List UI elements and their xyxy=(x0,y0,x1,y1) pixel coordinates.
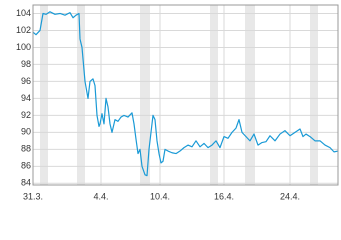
y-tick-label: 92 xyxy=(21,110,31,120)
y-tick-label: 90 xyxy=(21,127,31,137)
plot-frame xyxy=(32,4,339,186)
x-tick-label: 4.4. xyxy=(93,191,108,201)
y-tick-label: 94 xyxy=(21,93,31,103)
y-tick-label: 86 xyxy=(21,161,31,171)
x-tick-label: 31.3. xyxy=(23,191,43,201)
x-tick-label: 10.4. xyxy=(150,191,170,201)
weekend-band xyxy=(210,5,218,185)
y-tick-label: 100 xyxy=(16,42,31,52)
bands xyxy=(40,5,318,185)
y-tick-label: 98 xyxy=(21,59,31,69)
y-tick-label: 84 xyxy=(21,178,31,188)
y-tick-label: 102 xyxy=(16,25,31,35)
x-tick-label: 24.4. xyxy=(280,191,300,201)
chart: 84 86 88 90 92 94 96 98 100 102 104 31.3. 4.4. 10.4. 1… xyxy=(16,4,339,201)
y-tick-label: 104 xyxy=(16,8,31,18)
weekend-band xyxy=(77,5,85,185)
y-tick-label: 88 xyxy=(21,144,31,154)
weekend-band xyxy=(140,5,150,185)
weekend-band xyxy=(310,5,318,185)
plot xyxy=(32,11,339,177)
x-tick-label: 16.4. xyxy=(214,191,234,201)
price-line xyxy=(32,11,339,177)
weekend-band xyxy=(40,5,48,185)
grid xyxy=(32,5,338,185)
y-tick-label: 96 xyxy=(21,76,31,86)
weekend-band xyxy=(245,5,255,185)
